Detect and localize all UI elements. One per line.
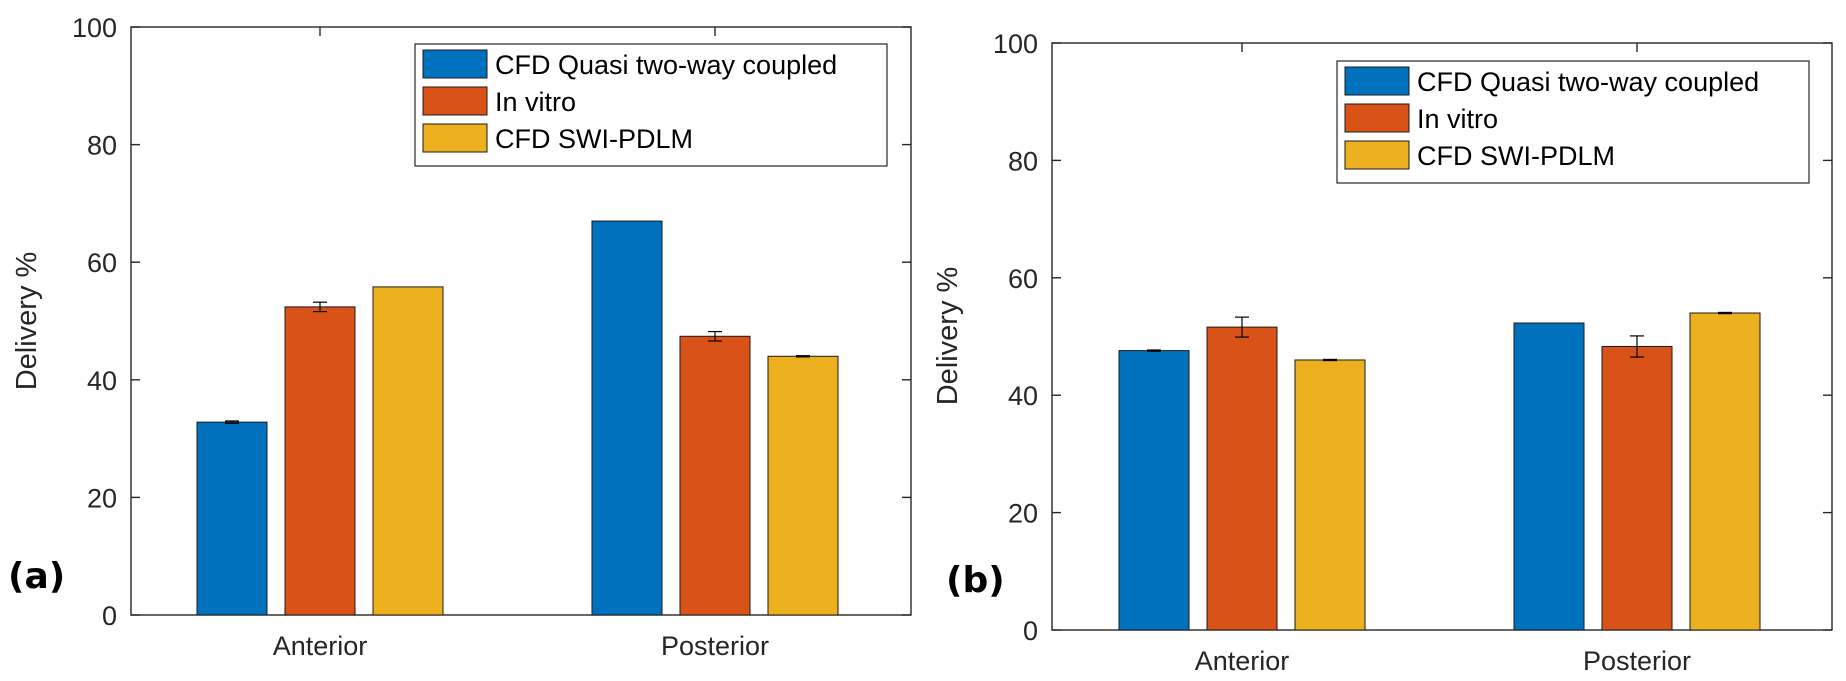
legend-swatch	[422, 49, 488, 79]
panel-label: (a)	[8, 556, 65, 597]
legend-label: In vitro	[495, 87, 576, 117]
y-tick-label: 0	[102, 601, 117, 631]
bar	[1689, 312, 1761, 631]
y-axis-label: Delivery %	[932, 267, 964, 406]
bar	[1294, 359, 1366, 631]
bar	[1206, 326, 1278, 631]
legend-label: In vitro	[1417, 104, 1498, 134]
bar	[767, 355, 839, 616]
bar	[1601, 345, 1673, 631]
legend-label: CFD SWI-PDLM	[495, 124, 693, 154]
legend-swatch	[1344, 103, 1410, 133]
legend-label: CFD Quasi two-way coupled	[495, 50, 837, 80]
legend-label: CFD SWI-PDLM	[1417, 141, 1615, 171]
x-tick-label: Anterior	[1195, 646, 1290, 676]
bar	[1118, 350, 1190, 631]
y-tick-label: 100	[993, 29, 1038, 59]
legend-swatch	[422, 86, 488, 116]
legend-swatch	[422, 123, 488, 153]
y-tick-label: 40	[87, 366, 117, 396]
chart-b: 0 20 40 60 80 100 Delivery % Anterior Posterior C…	[932, 29, 1833, 676]
y-axis-label: Delivery %	[11, 252, 43, 391]
y-tick-label: 80	[1008, 146, 1038, 176]
x-tick-label: Posterior	[661, 631, 769, 661]
y-tick-label: 20	[1008, 499, 1038, 529]
plot-area-box	[130, 26, 912, 616]
x-tick-label: Posterior	[1583, 646, 1691, 676]
bar	[591, 220, 663, 616]
y-tick-label: 40	[1008, 381, 1038, 411]
panel-label: (b)	[946, 560, 1005, 601]
legend-box	[414, 43, 888, 167]
y-tick-label: 60	[1008, 264, 1038, 294]
bar	[679, 335, 751, 616]
y-tick-label: 100	[72, 13, 117, 43]
plot-area-box	[1051, 42, 1833, 631]
legend-box	[1336, 60, 1810, 184]
bar	[284, 306, 356, 616]
legend-swatch	[1344, 140, 1410, 170]
bar	[196, 421, 268, 616]
y-tick-label: 0	[1023, 616, 1038, 646]
bar	[1513, 322, 1585, 631]
bar	[372, 286, 444, 616]
y-tick-label: 20	[87, 483, 117, 513]
y-tick-label: 60	[87, 248, 117, 278]
legend-label: CFD Quasi two-way coupled	[1417, 67, 1759, 97]
y-tick-label: 80	[87, 131, 117, 161]
legend-swatch	[1344, 66, 1410, 96]
x-tick-label: Anterior	[273, 631, 368, 661]
chart-a: 0 20 40 60 80 100 Delivery % Anterior Posterior C…	[8, 13, 912, 661]
